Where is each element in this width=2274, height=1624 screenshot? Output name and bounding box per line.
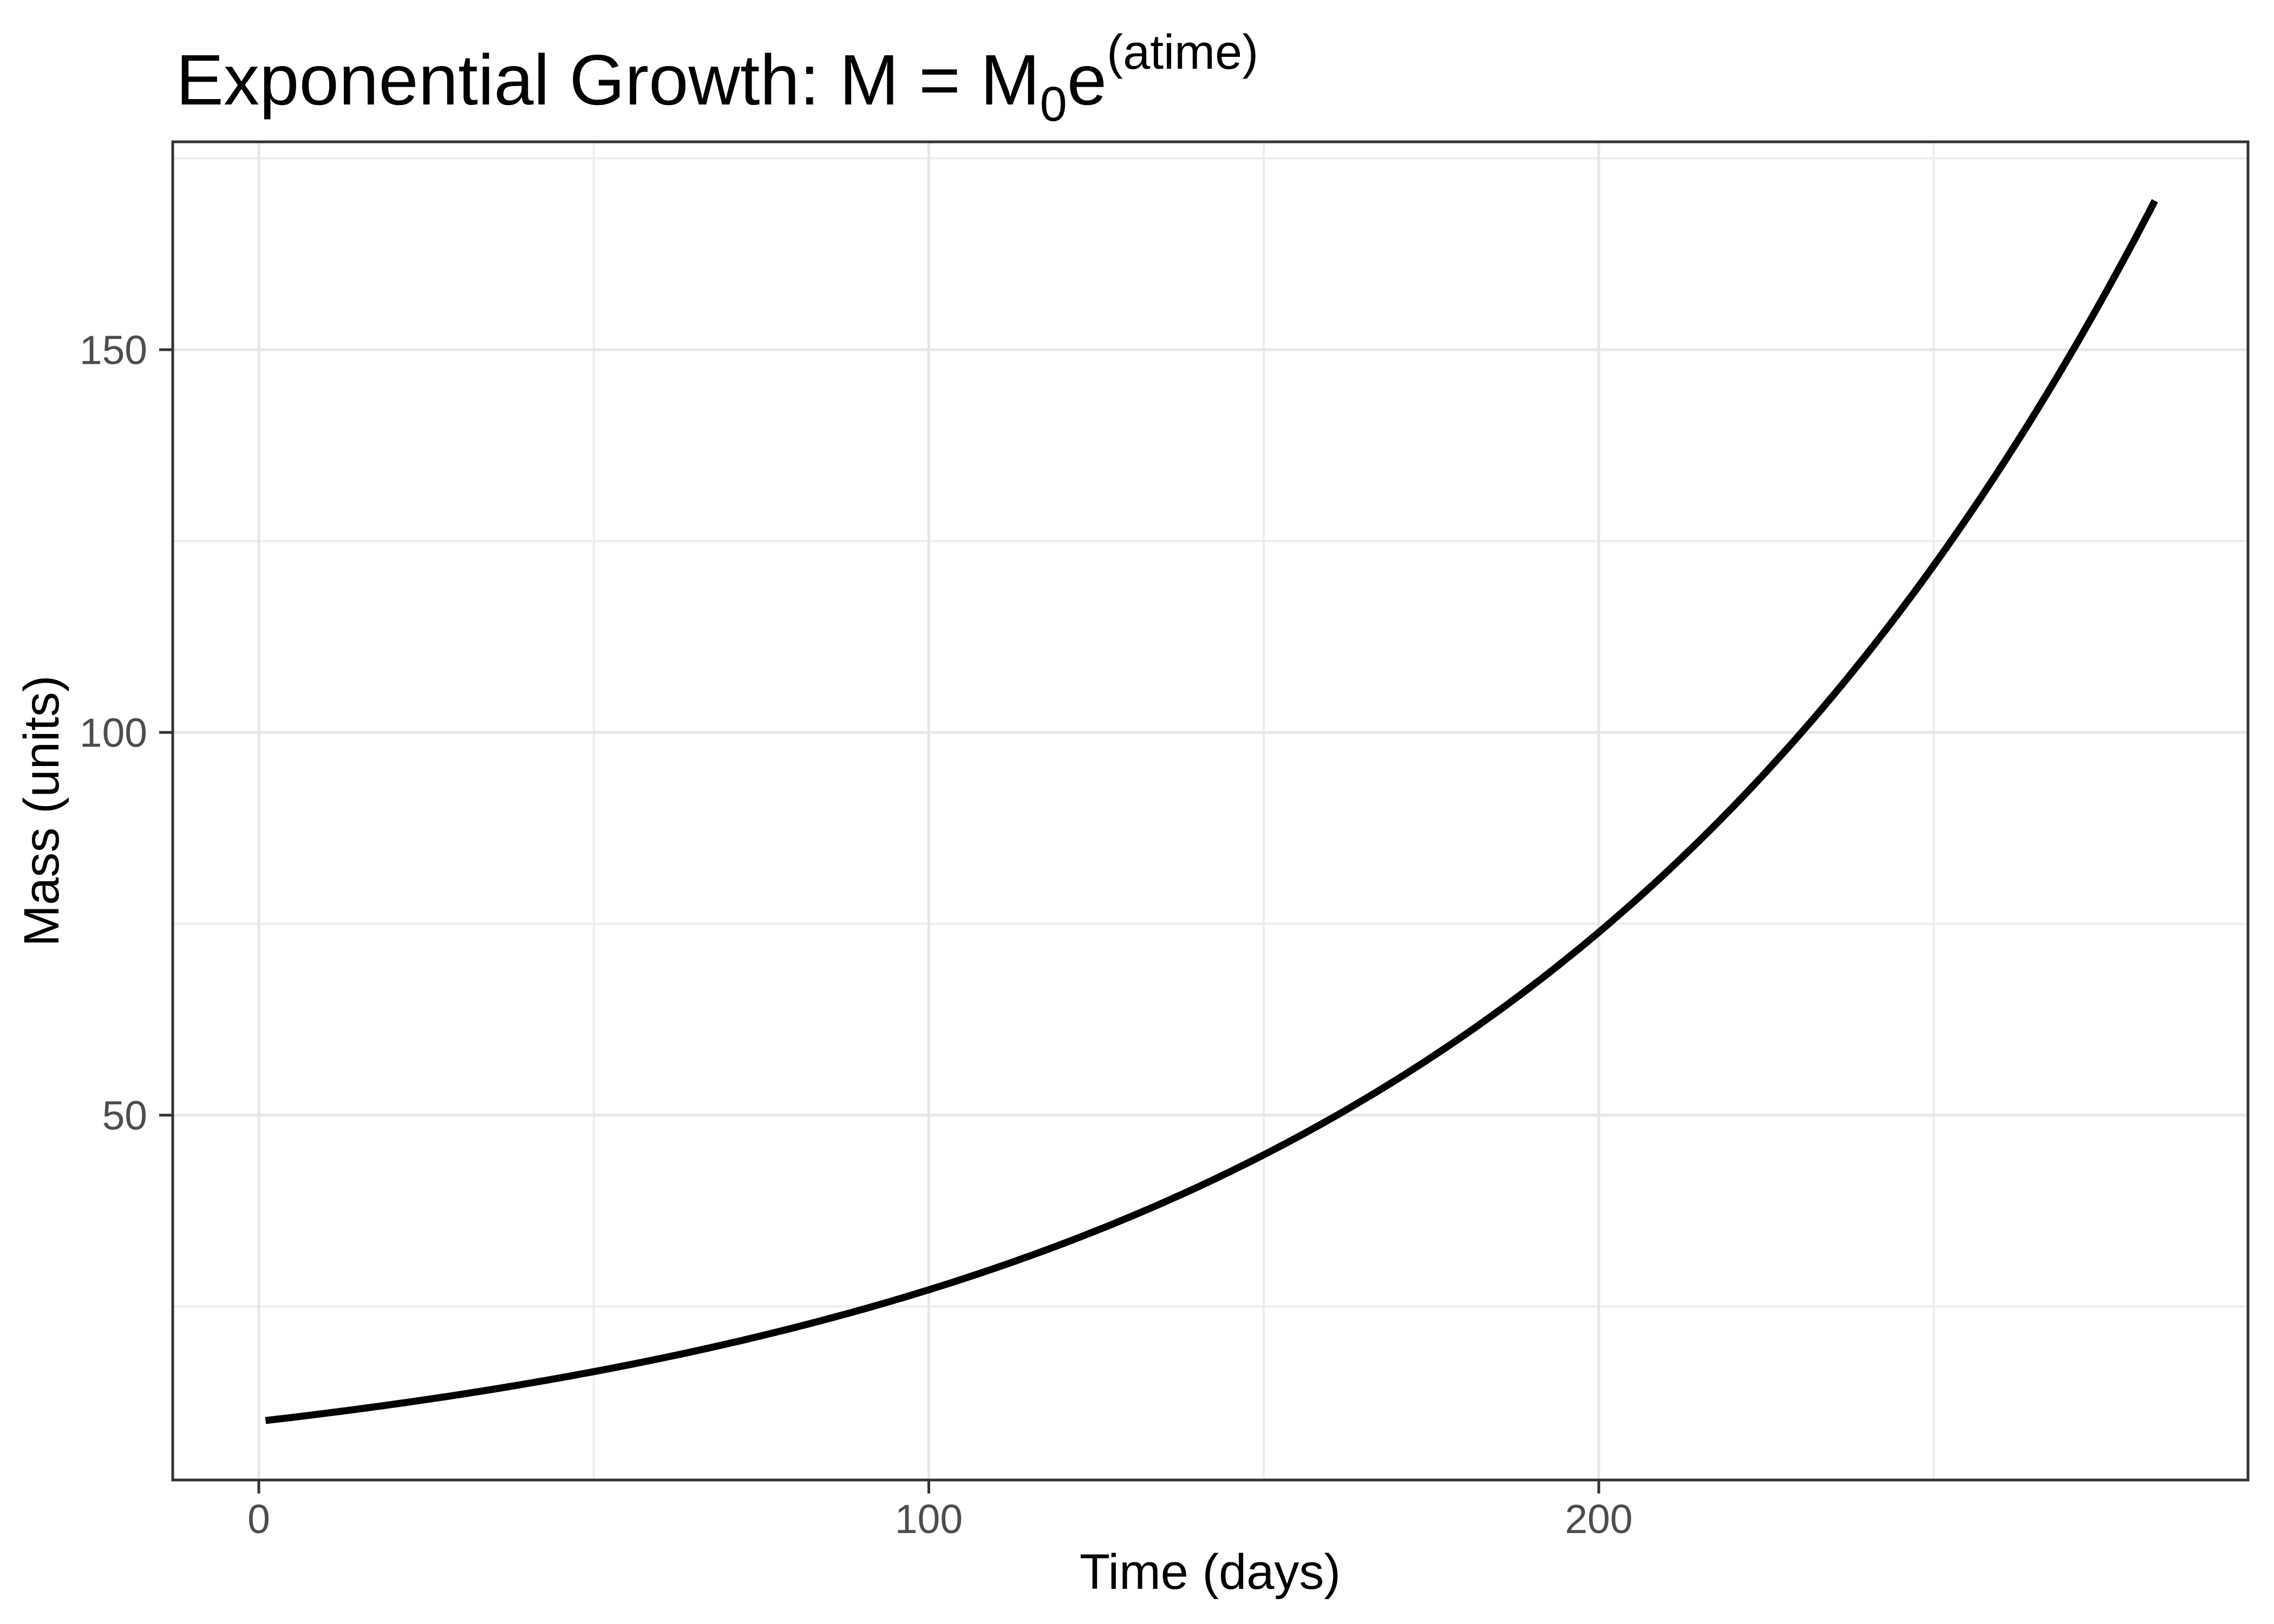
chart-title-segment-sup: (atime) — [1107, 25, 1258, 80]
x-axis-tick-marks — [257, 1480, 1600, 1494]
panel-border — [171, 140, 2250, 1482]
y-axis-tick-labels: 50 100 150 — [80, 327, 147, 1138]
x-tick-label: 100 — [895, 1496, 963, 1542]
y-axis-title: Mass (units) — [14, 676, 69, 947]
chart-title: Exponential Growth: M = M0e(atime) — [176, 25, 1258, 132]
x-axis-tick-labels: 0 100 200 — [247, 1496, 1632, 1542]
gridlines-minor — [173, 142, 2248, 1480]
y-tick-label: 50 — [102, 1092, 147, 1138]
x-tick-label: 0 — [247, 1496, 270, 1542]
y-tick-label: 100 — [80, 710, 147, 755]
chart-title-segment-sub: 0 — [1040, 77, 1067, 132]
panel-background — [173, 142, 2248, 1480]
chart-title-segment-normal: e — [1067, 40, 1107, 120]
x-tick-label: 200 — [1565, 1496, 1632, 1542]
x-axis-title: Time (days) — [1080, 1544, 1341, 1600]
chart-title-segment-normal: Exponential Growth: M = M — [176, 40, 1040, 120]
y-tick-label: 150 — [80, 327, 147, 372]
gridlines-major — [173, 142, 2248, 1480]
data-line-mass-series — [265, 199, 2158, 1424]
y-axis-tick-marks — [159, 348, 173, 1117]
